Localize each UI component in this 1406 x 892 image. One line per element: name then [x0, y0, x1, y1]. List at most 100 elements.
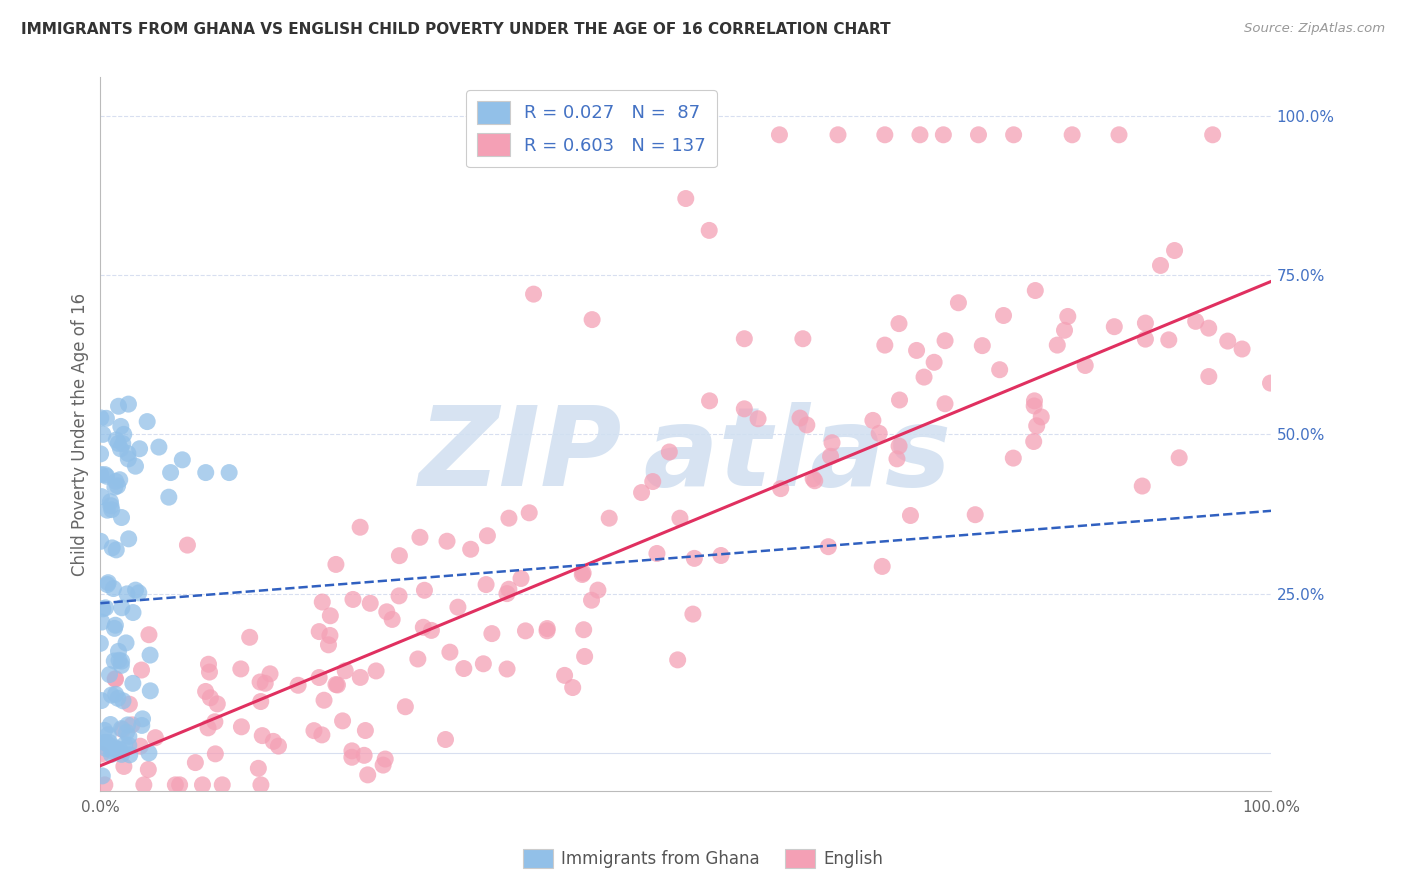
Point — [100, 688, 122, 702]
Point — [118, 747, 141, 762]
Point — [104, 475, 127, 489]
Point — [908, 128, 931, 142]
Point — [111, 723, 134, 737]
Point — [354, 723, 377, 738]
Point — [94, 736, 117, 750]
Point — [988, 362, 1011, 376]
Point — [128, 442, 150, 456]
Point — [1135, 332, 1157, 346]
Point — [922, 355, 945, 369]
Point — [101, 541, 124, 555]
Point — [91, 427, 114, 442]
Point — [97, 728, 120, 742]
Point — [666, 653, 689, 667]
Point — [138, 746, 160, 760]
Text: Source: ZipAtlas.com: Source: ZipAtlas.com — [1244, 22, 1385, 36]
Point — [571, 567, 593, 582]
Point — [90, 490, 112, 504]
Point — [96, 577, 118, 591]
Point — [536, 622, 558, 636]
Point — [229, 662, 252, 676]
Point — [342, 592, 364, 607]
Text: IMMIGRANTS FROM GHANA VS ENGLISH CHILD POVERTY UNDER THE AGE OF 16 CORRELATION C: IMMIGRANTS FROM GHANA VS ENGLISH CHILD P… — [21, 22, 891, 37]
Point — [1163, 244, 1185, 258]
Point — [176, 538, 198, 552]
Point — [90, 615, 112, 629]
Point — [1024, 284, 1046, 298]
Point — [107, 691, 129, 706]
Point — [515, 624, 537, 638]
Point — [90, 534, 112, 549]
Point — [103, 621, 125, 635]
Point — [198, 665, 221, 679]
Point — [249, 694, 271, 708]
Point — [100, 502, 122, 516]
Point — [675, 192, 697, 206]
Point — [1002, 451, 1025, 466]
Point — [561, 681, 583, 695]
Point — [107, 479, 129, 493]
Point — [873, 338, 896, 352]
Point — [697, 223, 720, 237]
Point — [110, 510, 132, 524]
Point — [129, 739, 152, 754]
Point — [364, 664, 387, 678]
Point — [335, 664, 357, 678]
Point — [905, 343, 928, 358]
Point — [967, 128, 990, 142]
Point — [481, 626, 503, 640]
Point — [669, 511, 692, 525]
Point — [340, 744, 363, 758]
Point — [104, 618, 127, 632]
Point — [89, 636, 111, 650]
Point — [517, 506, 540, 520]
Point — [1135, 316, 1157, 330]
Point — [381, 612, 404, 626]
Point — [496, 587, 519, 601]
Point — [117, 397, 139, 411]
Point — [453, 661, 475, 675]
Point — [682, 607, 704, 621]
Legend: Immigrants from Ghana, English: Immigrants from Ghana, English — [516, 842, 890, 875]
Point — [104, 480, 127, 494]
Point — [886, 451, 908, 466]
Point — [311, 728, 333, 742]
Point — [522, 287, 544, 301]
Point — [536, 624, 558, 638]
Point — [93, 735, 115, 749]
Point — [138, 628, 160, 642]
Point — [139, 683, 162, 698]
Point — [862, 413, 884, 427]
Point — [388, 589, 411, 603]
Point — [145, 731, 167, 745]
Point — [100, 499, 122, 513]
Point — [252, 729, 274, 743]
Point — [801, 472, 824, 486]
Point — [353, 748, 375, 763]
Point — [375, 605, 398, 619]
Point — [374, 752, 396, 766]
Point — [554, 668, 576, 682]
Point — [117, 718, 139, 732]
Point — [118, 532, 141, 546]
Point — [733, 401, 755, 416]
Point — [115, 587, 138, 601]
Point — [96, 736, 118, 750]
Point — [259, 666, 281, 681]
Point — [118, 729, 141, 743]
Point — [598, 511, 620, 525]
Legend: R = 0.027   N =  87, R = 0.603   N = 137: R = 0.027 N = 87, R = 0.603 N = 137 — [467, 90, 717, 167]
Point — [111, 694, 134, 708]
Text: ZIP atlas: ZIP atlas — [419, 402, 952, 509]
Point — [887, 317, 910, 331]
Point — [101, 744, 124, 758]
Point — [332, 714, 354, 728]
Point — [90, 693, 112, 707]
Point — [211, 778, 233, 792]
Point — [498, 511, 520, 525]
Point — [108, 742, 131, 756]
Point — [98, 735, 121, 749]
Point — [948, 295, 970, 310]
Point — [460, 542, 482, 557]
Point — [972, 338, 994, 352]
